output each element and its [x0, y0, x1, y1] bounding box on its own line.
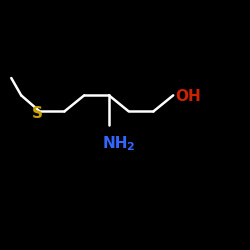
Text: S: S — [32, 106, 43, 122]
Text: OH: OH — [176, 89, 202, 104]
Text: NH: NH — [103, 136, 128, 151]
Text: 2: 2 — [126, 142, 134, 152]
